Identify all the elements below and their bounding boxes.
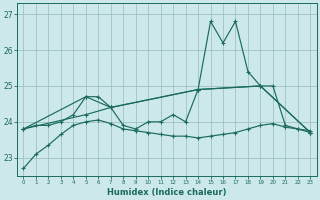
X-axis label: Humidex (Indice chaleur): Humidex (Indice chaleur)	[107, 188, 227, 197]
